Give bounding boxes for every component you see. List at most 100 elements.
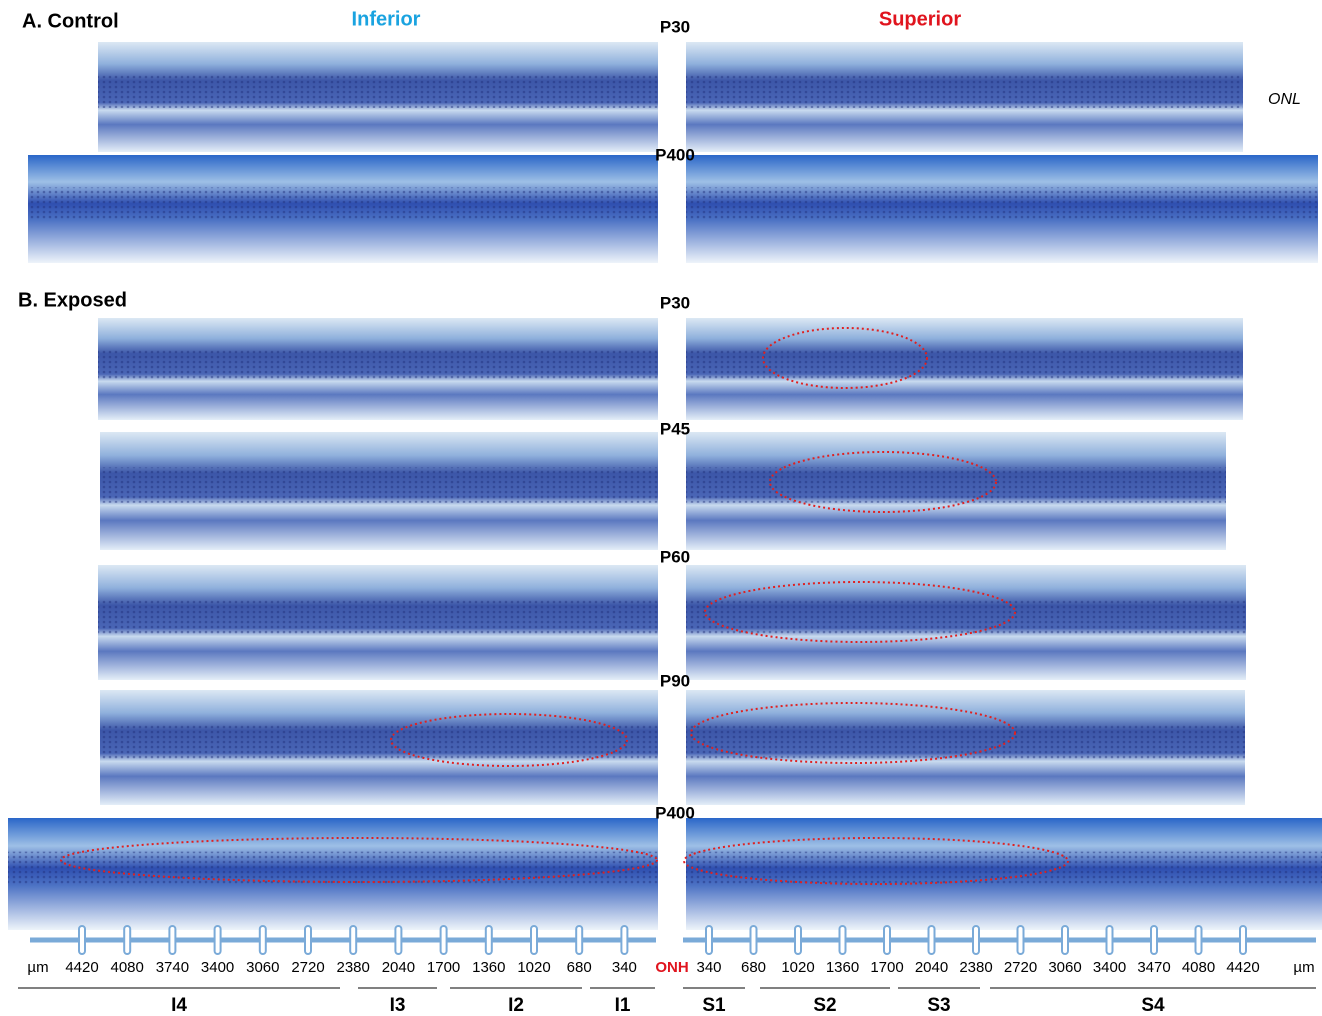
ruler-tick [620, 925, 629, 955]
nuclei-texture [686, 187, 1318, 220]
age-label: P60 [660, 547, 690, 566]
scale-label: 340 [612, 959, 637, 976]
ruler-tick [575, 925, 584, 955]
scale-label: 3470 [1137, 959, 1170, 976]
scale-label: 4080 [111, 959, 144, 976]
ruler-tick [258, 925, 267, 955]
panel-label: B. Exposed [18, 289, 127, 311]
ruler: µm 4420 4080 3740 3400 3060 2720 2380 2040 1700 13… [18, 925, 1316, 1016]
ruler-tick [530, 925, 538, 955]
scale-label: 3740 [156, 959, 189, 976]
ruler-tick [838, 925, 847, 955]
region-label: I1 [615, 995, 631, 1016]
ruler-tick [349, 925, 358, 955]
panel-label: A. Control [22, 10, 119, 32]
age-label: P400 [655, 803, 695, 822]
ruler-tick [439, 925, 448, 955]
ruler-tick [927, 925, 936, 955]
age-label: P30 [660, 17, 690, 36]
scale-label: 1360 [826, 959, 859, 976]
layer-label: ONL [1268, 91, 1301, 108]
scale-label: 1700 [427, 959, 460, 976]
lesion-ellipse [60, 837, 658, 883]
ruler-tick [1061, 925, 1069, 955]
nuclei-texture [98, 75, 658, 108]
scale-label: 3400 [1093, 959, 1126, 976]
nuclei-texture [686, 851, 1322, 886]
nuclei-texture [100, 724, 658, 759]
nuclei-texture [100, 467, 658, 503]
region-label: S3 [927, 995, 950, 1016]
ruler-tick [883, 925, 891, 955]
ruler-tick [1150, 925, 1158, 955]
region-label: I4 [171, 995, 187, 1016]
ruler-tick [123, 925, 132, 955]
age-label: P400 [655, 145, 695, 164]
nuclei-texture [686, 348, 1243, 380]
ruler-tick [78, 925, 86, 955]
scale-label: 1360 [472, 959, 505, 976]
scale-label: µm [1293, 959, 1314, 976]
scale-label: 2720 [1004, 959, 1037, 976]
region-label: I3 [390, 995, 406, 1016]
side-label: Inferior [352, 8, 421, 30]
scale-label: 4080 [1182, 959, 1215, 976]
scale-label: 2380 [959, 959, 992, 976]
scale-label: ONH [655, 959, 688, 976]
region-label: I2 [508, 995, 524, 1016]
scale-label: 1700 [870, 959, 903, 976]
nuclei-texture [686, 467, 1226, 503]
nuclei-texture [686, 599, 1246, 634]
scale-label: 2040 [915, 959, 948, 976]
lesion-ellipse [769, 451, 997, 513]
nuclei-texture [28, 187, 658, 220]
scale-label: 680 [567, 959, 592, 976]
nuclei-texture [8, 851, 658, 886]
scale-label: 1020 [781, 959, 814, 976]
nuclei-texture [686, 724, 1245, 759]
scale-label: 1020 [517, 959, 550, 976]
region-label: S2 [813, 995, 836, 1016]
ruler-tick [394, 925, 403, 955]
lesion-ellipse [390, 713, 628, 767]
lesion-ellipse [704, 581, 1016, 643]
ruler-tick [749, 925, 758, 955]
age-label: P45 [660, 419, 690, 438]
ruler-tick [484, 925, 493, 955]
ruler-tick [213, 925, 222, 955]
ruler-tick [705, 925, 713, 955]
region-label: S1 [702, 995, 726, 1016]
age-label: P90 [660, 671, 690, 690]
lesion-outlines [60, 327, 1069, 885]
nuclei-texture [98, 599, 658, 634]
scale-label: 2380 [337, 959, 370, 976]
scale-label: 2040 [382, 959, 415, 976]
lesion-ellipse [762, 327, 928, 389]
scale-label: 3400 [201, 959, 234, 976]
micrographs [8, 42, 1322, 930]
ruler-tick [1194, 925, 1203, 955]
scale-label: 4420 [65, 959, 98, 976]
nuclei-texture [98, 348, 658, 380]
nuclei-texture [686, 75, 1243, 108]
side-label: Superior [879, 8, 961, 30]
scale-label: µm [27, 959, 48, 976]
lesion-ellipse [683, 837, 1069, 885]
ruler-tick [1016, 925, 1025, 955]
scale-label: 680 [741, 959, 766, 976]
ruler-tick [972, 925, 980, 955]
lesion-ellipse [690, 702, 1016, 764]
scale-label: 340 [696, 959, 721, 976]
scale-label: 2720 [291, 959, 324, 976]
scale-label: 3060 [246, 959, 279, 976]
ruler-tick [1239, 925, 1247, 955]
region-label: S4 [1141, 995, 1165, 1016]
scale-label: 4420 [1226, 959, 1259, 976]
ruler-tick [168, 925, 177, 955]
age-label: P30 [660, 293, 690, 312]
scale-label: 3060 [1048, 959, 1081, 976]
ruler-tick [794, 925, 802, 955]
ruler-tick [304, 925, 312, 955]
ruler-tick [1105, 925, 1114, 955]
